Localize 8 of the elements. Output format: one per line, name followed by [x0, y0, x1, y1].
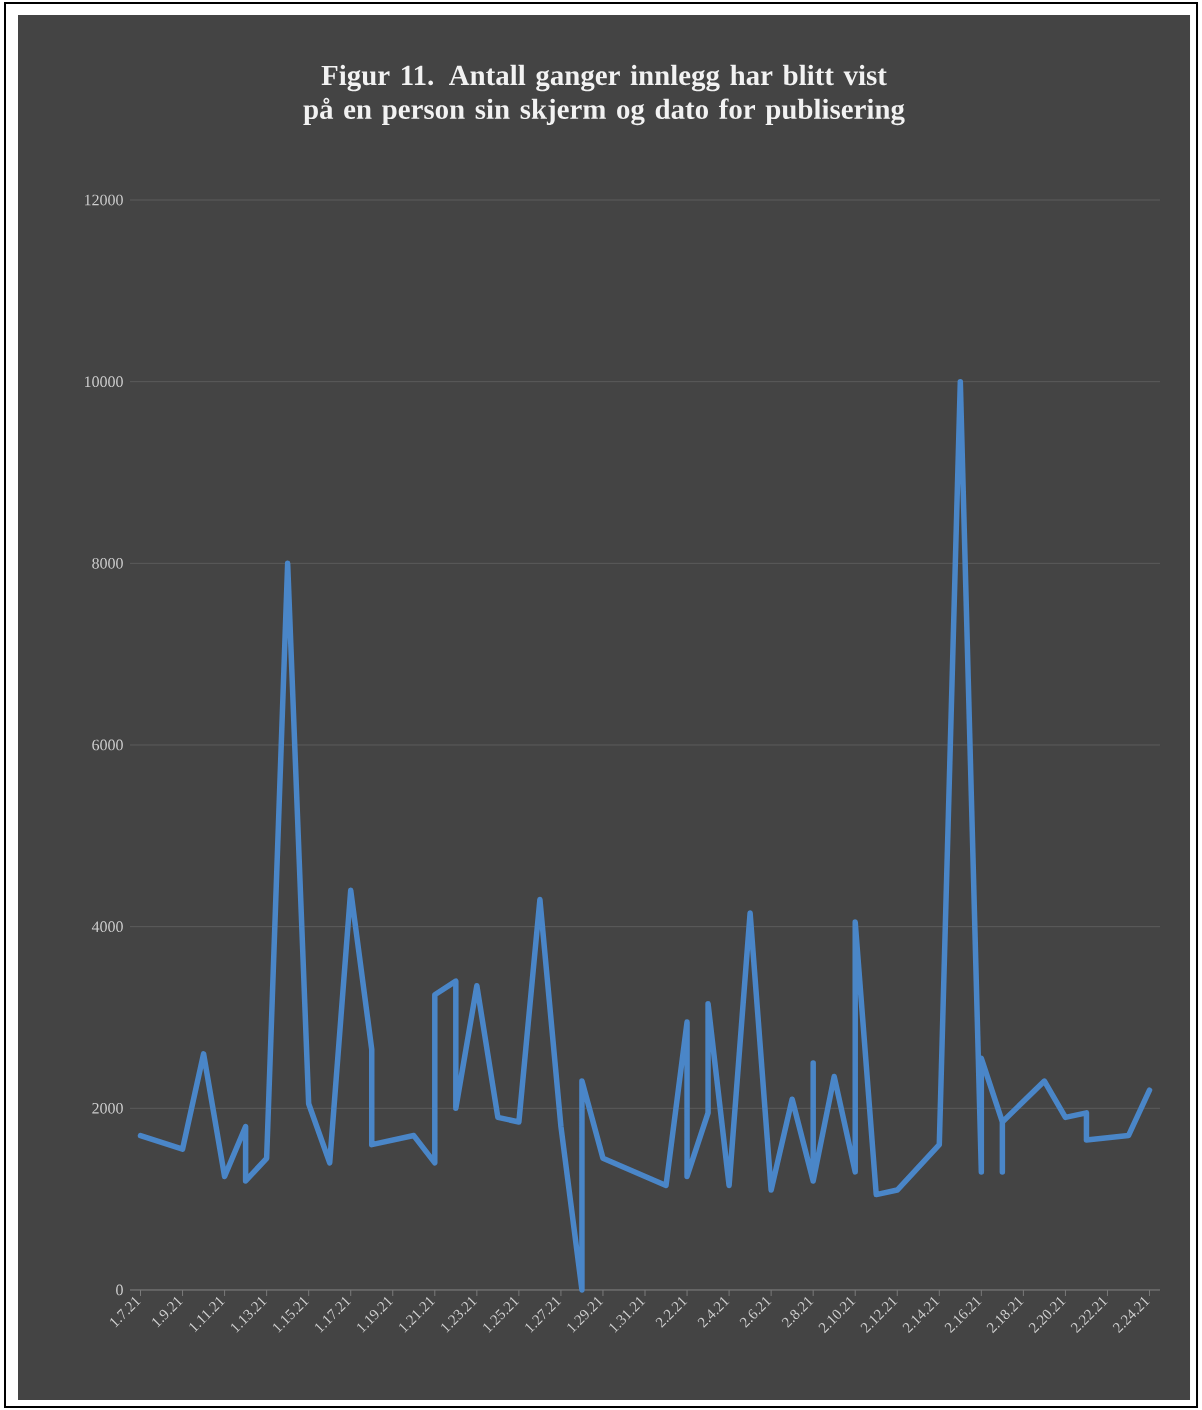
y-tick-label: 6000	[92, 739, 123, 751]
y-tick-label: 8000	[92, 557, 123, 569]
y-tick-label: 10000	[85, 376, 123, 388]
y-tick-label: 2000	[92, 1102, 123, 1114]
y-tick-label: 4000	[91, 921, 123, 933]
y-tick-label: 0	[116, 1284, 123, 1296]
chart-title: Figur 11. Antall ganger innlegg har blitt vist på en person sin skjerm og dato for publisering	[303, 64, 905, 126]
y-tick-label: 12000	[85, 194, 123, 206]
